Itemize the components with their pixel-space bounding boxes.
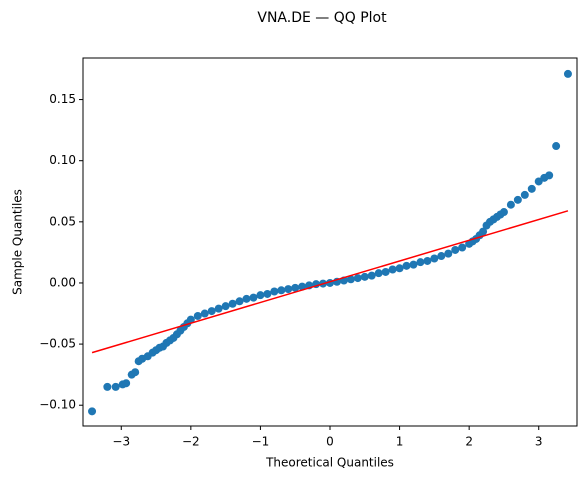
point: [451, 245, 460, 254]
point: [499, 208, 508, 217]
point: [228, 299, 237, 308]
point: [242, 294, 251, 303]
chart-title: VNA.DE — QQ Plot: [257, 10, 387, 26]
point: [270, 287, 279, 296]
point: [221, 302, 230, 311]
point: [193, 311, 202, 320]
point: [353, 274, 362, 283]
point: [200, 309, 209, 318]
point: [111, 382, 120, 391]
point: [256, 291, 265, 300]
point: [284, 285, 293, 294]
point: [552, 142, 561, 151]
point: [360, 272, 369, 281]
x-axis-label: Theoretical Quantiles: [265, 456, 394, 470]
point: [513, 195, 522, 204]
point: [122, 379, 131, 388]
x-tick-label: 2: [465, 435, 473, 449]
point: [395, 264, 404, 273]
point: [186, 315, 195, 324]
x-tick-label: 1: [396, 435, 404, 449]
point: [374, 269, 383, 278]
point: [409, 260, 418, 269]
point: [444, 249, 453, 258]
x-tick-label: −3: [112, 435, 130, 449]
point: [214, 304, 223, 313]
x-tick-label: −2: [182, 435, 200, 449]
y-tick-label: −0.10: [39, 398, 76, 412]
x-tick-label: 0: [326, 435, 334, 449]
point: [430, 254, 439, 263]
point: [381, 267, 390, 276]
point: [458, 243, 467, 252]
point: [545, 171, 554, 180]
point: [437, 252, 446, 261]
y-tick-label: 0.15: [49, 92, 76, 106]
point: [298, 282, 307, 291]
y-tick-label: −0.05: [39, 337, 76, 351]
point: [291, 283, 300, 292]
point: [235, 297, 244, 306]
point: [527, 184, 536, 193]
point: [207, 307, 216, 316]
point: [103, 382, 112, 391]
point: [249, 293, 258, 302]
point: [520, 190, 529, 199]
y-tick-label: 0.10: [49, 153, 76, 167]
point: [131, 368, 140, 377]
y-tick-label: 0.05: [49, 214, 76, 228]
y-tick-label: 0.00: [49, 275, 76, 289]
plot-frame: [82, 57, 578, 427]
point: [479, 227, 488, 236]
point: [563, 69, 572, 78]
x-tick-label: 3: [535, 435, 543, 449]
point: [346, 275, 355, 284]
point: [367, 271, 376, 280]
point: [263, 289, 272, 298]
point: [88, 407, 97, 416]
point: [402, 261, 411, 270]
y-axis-label: Sample Quantiles: [11, 189, 25, 295]
point: [416, 258, 425, 267]
reference-line: [91, 210, 569, 354]
point: [388, 265, 397, 274]
point: [423, 256, 432, 265]
point: [506, 200, 515, 209]
x-tick-label: −1: [252, 435, 270, 449]
point: [277, 286, 286, 295]
